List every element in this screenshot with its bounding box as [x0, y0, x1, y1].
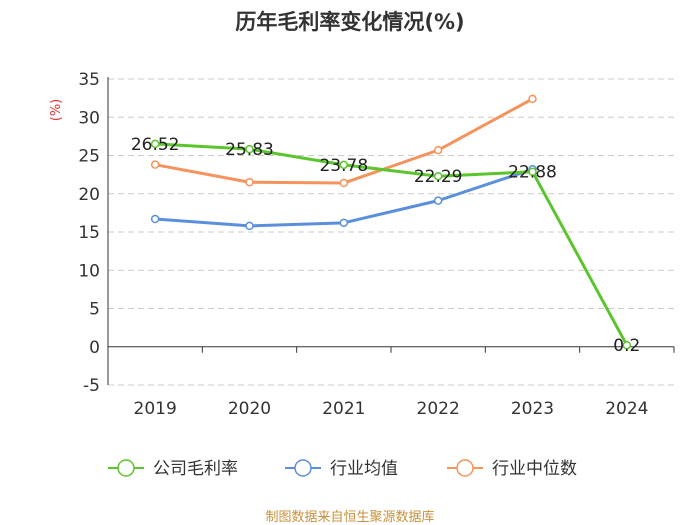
y-tick-label: 5 [89, 300, 100, 320]
data-label: 22.29 [414, 167, 463, 187]
grid-lines [108, 78, 674, 386]
y-tick-label: 15 [78, 223, 100, 243]
legend-label: 公司毛利率 [153, 459, 238, 479]
x-tick-label: 2024 [605, 399, 648, 419]
x-tick-label: 2023 [511, 399, 554, 419]
y-tick-label: 30 [78, 108, 100, 128]
y-tick-label: 35 [78, 70, 100, 90]
data-point [150, 160, 160, 169]
y-axis-label: (%) [49, 99, 64, 122]
data-point [622, 340, 632, 350]
series-lines [150, 94, 632, 350]
axes: 35 30 25 20 15 10 5 0 -5 2019 2020 2021 2022 2023 2024 [78, 70, 675, 419]
data-point [339, 218, 349, 228]
data-label: 23.78 [319, 156, 368, 176]
data-label: 25.83 [225, 140, 274, 160]
data-point [245, 144, 254, 154]
legend-item[interactable]: 公司毛利率 [108, 459, 238, 479]
x-tick-label: 2019 [134, 399, 177, 419]
source-note: 制图数据来自恒生聚源数据库 [265, 510, 435, 525]
y-tick-label: 0 [89, 338, 100, 358]
data-point [528, 94, 537, 104]
y-tick-label: -5 [83, 376, 100, 396]
legend-label: 行业中位数 [492, 459, 577, 479]
legend-marker [117, 459, 135, 477]
y-tick-label: 10 [78, 261, 100, 281]
x-tick-label: 2020 [228, 399, 271, 419]
chart-title: 历年毛利率变化情况(%) [235, 10, 465, 34]
data-point [433, 196, 443, 205]
data-point [339, 178, 349, 188]
data-point [433, 171, 443, 181]
y-tick-label: 20 [78, 185, 100, 205]
legend-item[interactable]: 行业中位数 [447, 459, 577, 479]
legend-label: 行业均值 [330, 459, 398, 479]
series-line [155, 142, 629, 346]
data-point [150, 139, 160, 149]
legend[interactable]: 公司毛利率 行业均值 行业中位数 [108, 459, 577, 479]
x-tick-label: 2021 [322, 399, 365, 419]
y-tick-label: 25 [78, 147, 100, 167]
legend-marker [294, 459, 312, 477]
data-label: 22.88 [508, 163, 557, 183]
series-line [155, 167, 533, 228]
legend-item[interactable]: 行业均值 [285, 459, 398, 479]
data-point [150, 214, 160, 224]
data-point [339, 160, 349, 170]
data-label: 0.2 [613, 336, 640, 356]
data-point [433, 145, 443, 155]
data-point [245, 221, 254, 231]
data-labels: 26.52 25.83 23.78 22.29 22.88 0.2 [131, 135, 641, 356]
x-tick-label: 2022 [417, 399, 460, 419]
data-point [528, 167, 537, 176]
legend-marker [456, 459, 474, 477]
data-point [245, 178, 254, 187]
data-label: 26.52 [131, 135, 180, 155]
